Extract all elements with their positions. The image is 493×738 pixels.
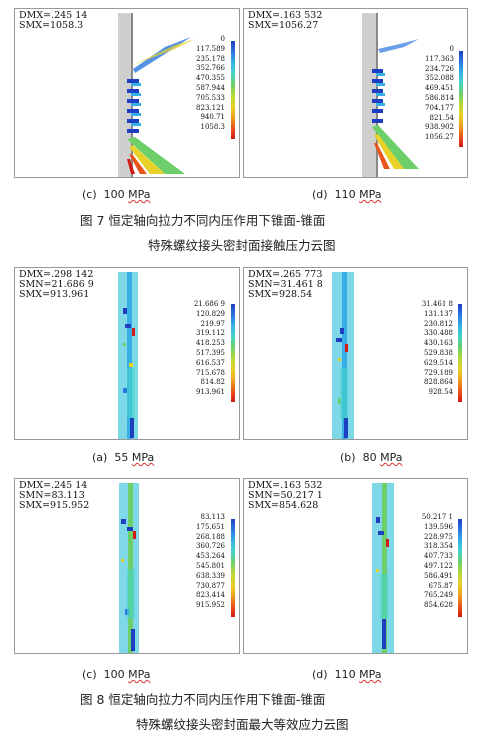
fea-plot-image bbox=[119, 483, 139, 653]
caption-d-fig8: (d) 110 MPa bbox=[312, 668, 382, 681]
color-scale-bar bbox=[231, 41, 235, 139]
caption-c-fig8: (c) 100 MPa bbox=[82, 668, 151, 681]
color-legend: 0 117.363 234.726 352.088 469.451 586.814 704.… bbox=[425, 45, 454, 142]
figure-8-title-line2: 特殊螺纹接头密封面最大等效应力云图 bbox=[136, 717, 349, 732]
fea-plot-image bbox=[118, 13, 195, 177]
fig8-panel-b: DMX=.265 773 SMN=31.461 8 SMX=928.54 31.… bbox=[243, 267, 468, 440]
fea-plot-image bbox=[118, 272, 138, 439]
color-legend: 21.686 9 120.829 219.97 319.112 418.253 517.3… bbox=[193, 300, 225, 397]
dmx-label: DMX=.298 142 bbox=[19, 269, 94, 280]
smn-label: SMN=31.461 8 bbox=[248, 279, 323, 290]
dmx-label: DMX=.163 532 bbox=[248, 10, 323, 21]
smx-label: SMX=913.961 bbox=[19, 289, 90, 300]
color-scale-bar bbox=[458, 304, 462, 402]
color-legend: 0 117.589 235.178 352.766 470.355 587.944 705.… bbox=[196, 35, 225, 132]
caption-b: (b) 80 MPa bbox=[340, 451, 403, 464]
figure-7-title-line2: 特殊螺纹接头密封面接触压力云图 bbox=[148, 238, 336, 253]
color-scale-bar bbox=[231, 304, 235, 402]
color-scale-bar bbox=[459, 51, 463, 147]
fig8-panel-a: DMX=.298 142 SMN=21.686 9 SMX=913.961 21… bbox=[14, 267, 240, 440]
fig8-panel-c: DMX=.245 14 SMN=83.113 SMX=915.952 83.11… bbox=[14, 478, 240, 654]
dmx-label: DMX=.245 14 bbox=[19, 10, 88, 21]
smx-label: SMX=1056.27 bbox=[248, 20, 319, 31]
fig7-panel-c: DMX=.245 14 SMX=1058.3 0 117.589 235.178 35… bbox=[14, 8, 240, 178]
smn-label: SMN=21.686 9 bbox=[19, 279, 94, 290]
fea-plot-image bbox=[332, 272, 354, 439]
dmx-label: DMX=.163 532 bbox=[248, 480, 323, 491]
color-legend: 50.217 1 139.596 228.975 318.354 407.733 497.… bbox=[421, 513, 453, 610]
figure-8-title-line1: 图 8 恒定轴向拉力不同内压作用下锥面-锥面 bbox=[80, 692, 326, 707]
caption-d: (d) 110 MPa bbox=[312, 188, 382, 201]
caption-c: (c) 100 MPa bbox=[82, 188, 151, 201]
fea-plot-image bbox=[362, 13, 419, 177]
fig8-panel-d: DMX=.163 532 SMN=50.217 1 SMX=854.628 50… bbox=[243, 478, 468, 654]
fea-plot-image bbox=[372, 483, 394, 653]
figure-7-title-line1: 图 7 恒定轴向拉力不同内压作用下锥面-锥面 bbox=[80, 213, 326, 228]
smn-label: SMN=83.113 bbox=[19, 490, 85, 501]
smx-label: SMX=915.952 bbox=[19, 500, 90, 511]
fig7-panel-d: DMX=.163 532 SMX=1056.27 0 117.363 234.726… bbox=[243, 8, 468, 178]
smx-label: SMX=854.628 bbox=[248, 500, 319, 511]
smn-label: SMN=50.217 1 bbox=[248, 490, 323, 501]
color-legend: 83.113 175.651 268.188 360.726 453.264 545.80… bbox=[196, 513, 225, 610]
color-legend: 31.461 8 131.137 230.812 330.488 430.163 529.… bbox=[421, 300, 453, 397]
caption-a: (a) 55 MPa bbox=[92, 451, 155, 464]
color-scale-bar bbox=[458, 519, 462, 617]
color-scale-bar bbox=[231, 519, 235, 617]
smx-label: SMX=1058.3 bbox=[19, 20, 84, 31]
dmx-label: DMX=.265 773 bbox=[248, 269, 323, 280]
dmx-label: DMX=.245 14 bbox=[19, 480, 88, 491]
smx-label: SMX=928.54 bbox=[248, 289, 313, 300]
